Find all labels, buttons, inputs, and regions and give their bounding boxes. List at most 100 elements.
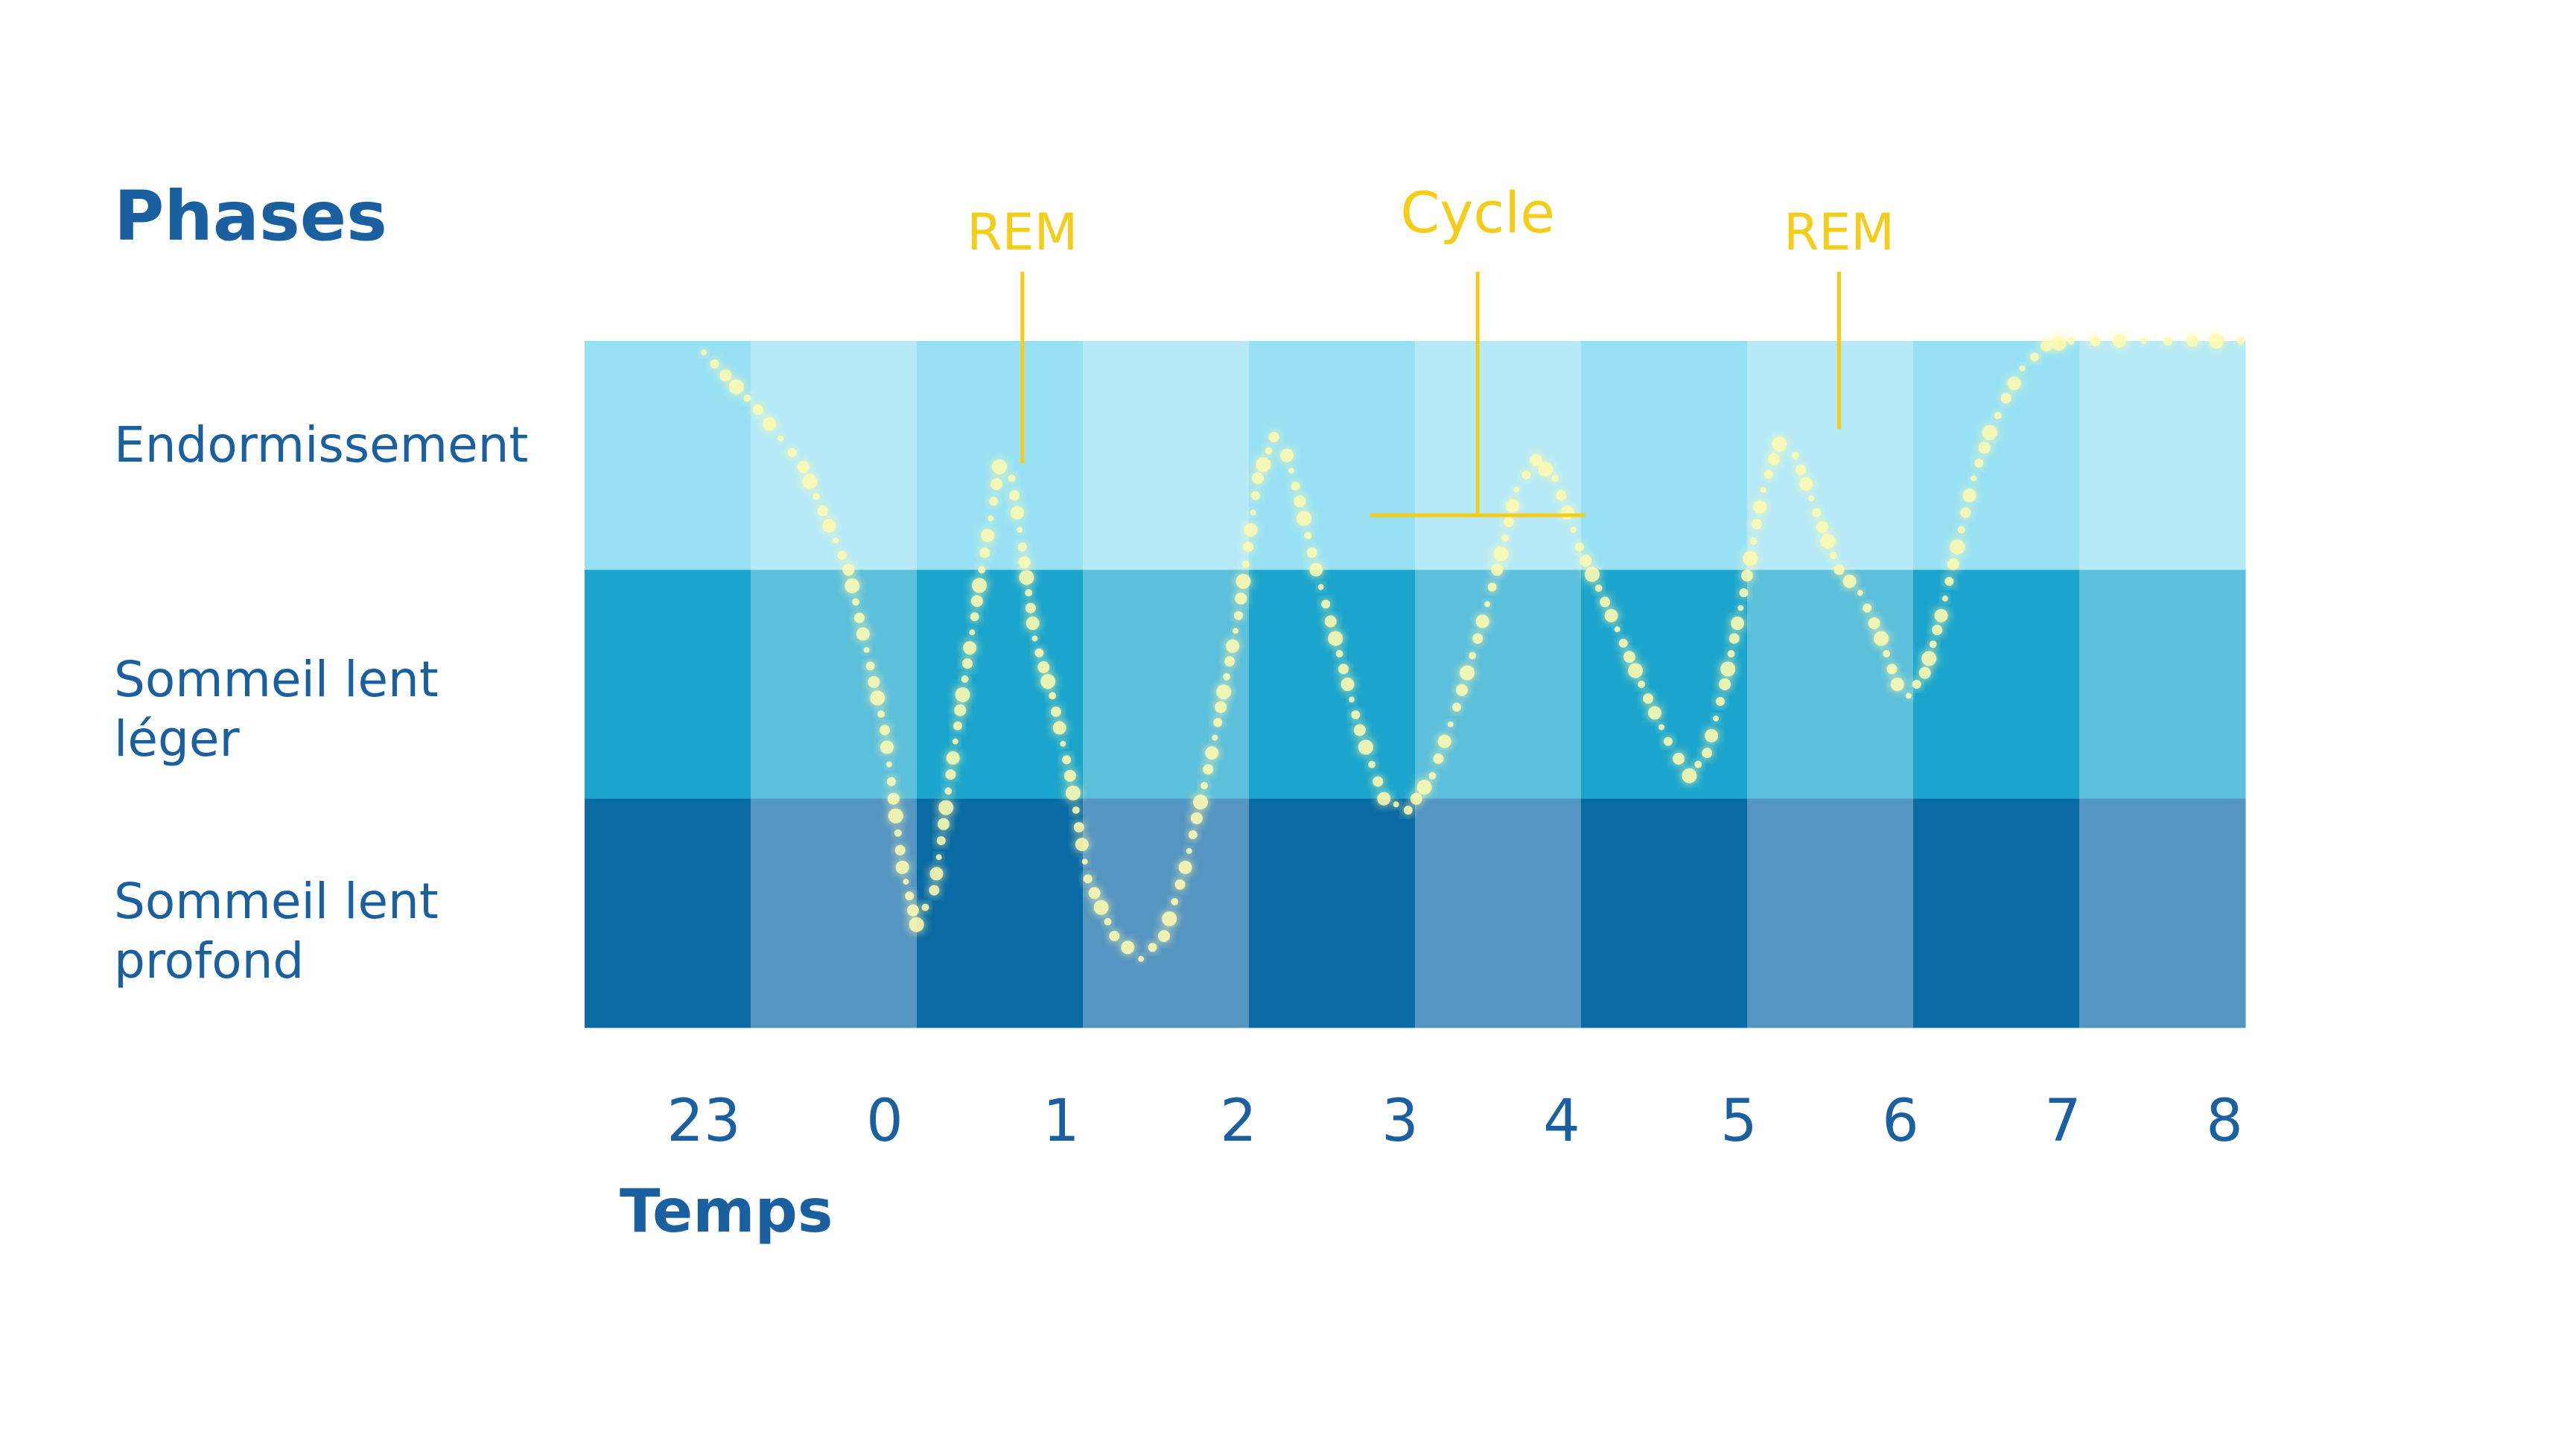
curve-point xyxy=(1570,526,1577,533)
curve-point xyxy=(1216,684,1232,700)
curve-point xyxy=(1452,702,1461,712)
curve-point xyxy=(921,903,929,911)
curve-point xyxy=(1638,681,1646,688)
curve-point xyxy=(979,547,990,558)
curve-point xyxy=(728,379,744,395)
band-cell xyxy=(1747,570,1914,800)
curve-point xyxy=(1348,696,1355,703)
curve-point xyxy=(1081,859,1088,865)
curve-point xyxy=(763,417,777,431)
curve-point xyxy=(1138,955,1145,962)
curve-point xyxy=(1743,551,1758,566)
curve-point xyxy=(929,867,944,881)
curve-point xyxy=(1052,721,1066,735)
curve-point xyxy=(2029,352,2039,362)
curve-point xyxy=(936,836,946,845)
curve-point xyxy=(1288,468,1294,474)
curve-point xyxy=(2000,392,2011,404)
curve-point xyxy=(1719,678,1731,690)
curve-point xyxy=(1538,462,1553,477)
curve-point xyxy=(1212,734,1218,741)
curve-point xyxy=(1600,596,1611,608)
band-cell xyxy=(1415,570,1582,800)
curve-point xyxy=(1309,563,1323,577)
curve-point xyxy=(1647,706,1661,720)
curve-point xyxy=(877,710,885,718)
curve-point xyxy=(1560,506,1574,520)
curve-point xyxy=(903,879,909,885)
curve-point xyxy=(842,564,855,576)
curve-point xyxy=(2163,337,2173,345)
curve-point xyxy=(1188,830,1198,839)
curve-point xyxy=(1506,499,1519,513)
curve-point xyxy=(1921,651,1937,666)
curve-point xyxy=(1694,760,1702,768)
curve-point xyxy=(946,751,960,765)
curve-point xyxy=(1960,507,1971,518)
curve-point xyxy=(880,724,890,736)
curve-point xyxy=(865,661,875,671)
curve-point xyxy=(1025,617,1040,630)
curve-point xyxy=(1702,748,1713,759)
curve-point xyxy=(1235,573,1251,589)
curve-point xyxy=(719,369,732,382)
curve-point xyxy=(952,738,958,745)
annotation-cycle-label: Cycle xyxy=(1400,179,1555,246)
curve-point xyxy=(856,627,870,641)
curve-point xyxy=(1093,899,1109,915)
curve-point xyxy=(1673,752,1685,765)
curve-point xyxy=(812,492,820,500)
curve-point xyxy=(1799,477,1813,491)
curve-point xyxy=(1377,792,1391,806)
curve-point xyxy=(752,404,763,415)
curve-point xyxy=(1974,458,1984,468)
curve-point xyxy=(1171,898,1179,905)
curve-point xyxy=(909,917,924,932)
y-category-label: Sommeil lent léger xyxy=(114,651,439,768)
curve-point xyxy=(1768,453,1780,465)
curve-point xyxy=(1351,710,1361,719)
curve-point xyxy=(1623,651,1635,663)
curve-point xyxy=(1932,625,1943,635)
curve-point xyxy=(962,658,973,669)
curve-point xyxy=(870,690,885,706)
curve-point xyxy=(1233,628,1238,634)
curve-point xyxy=(1073,822,1084,833)
curve-point xyxy=(817,506,828,517)
band-cell xyxy=(2079,798,2246,1028)
curve-point xyxy=(1174,879,1186,890)
curve-point xyxy=(1010,506,1024,520)
band-cell xyxy=(751,798,917,1028)
curve-point xyxy=(1618,638,1628,648)
curve-point xyxy=(1226,639,1240,653)
curve-point xyxy=(1842,574,1857,588)
curve-point xyxy=(1328,631,1343,646)
curve-point xyxy=(1863,603,1872,613)
curve-point xyxy=(2236,337,2245,345)
y-category-label: Endormissement xyxy=(114,416,528,474)
curve-point xyxy=(1250,509,1256,516)
curve-point xyxy=(1017,526,1023,533)
curve-point xyxy=(2186,335,2198,347)
curve-point xyxy=(1503,516,1514,527)
curve-point xyxy=(1912,680,1921,689)
curve-point xyxy=(894,829,902,837)
curve-point xyxy=(1614,626,1621,633)
curve-point xyxy=(1121,940,1135,955)
curve-point xyxy=(1834,564,1845,576)
curve-point xyxy=(1410,792,1422,805)
curve-point xyxy=(833,537,839,544)
curve-point xyxy=(1019,570,1034,585)
curve-point xyxy=(1944,576,1954,586)
band-cell xyxy=(917,570,1084,800)
curve-point xyxy=(1584,567,1600,582)
curve-point xyxy=(1705,729,1719,743)
curve-point xyxy=(1335,650,1343,657)
band-cell xyxy=(1083,341,1250,570)
curve-point xyxy=(1437,734,1451,748)
curve-point xyxy=(1829,552,1837,560)
curve-point xyxy=(863,646,870,653)
curve-point xyxy=(710,359,719,369)
curve-point xyxy=(1193,794,1208,810)
curve-point xyxy=(1816,520,1828,533)
